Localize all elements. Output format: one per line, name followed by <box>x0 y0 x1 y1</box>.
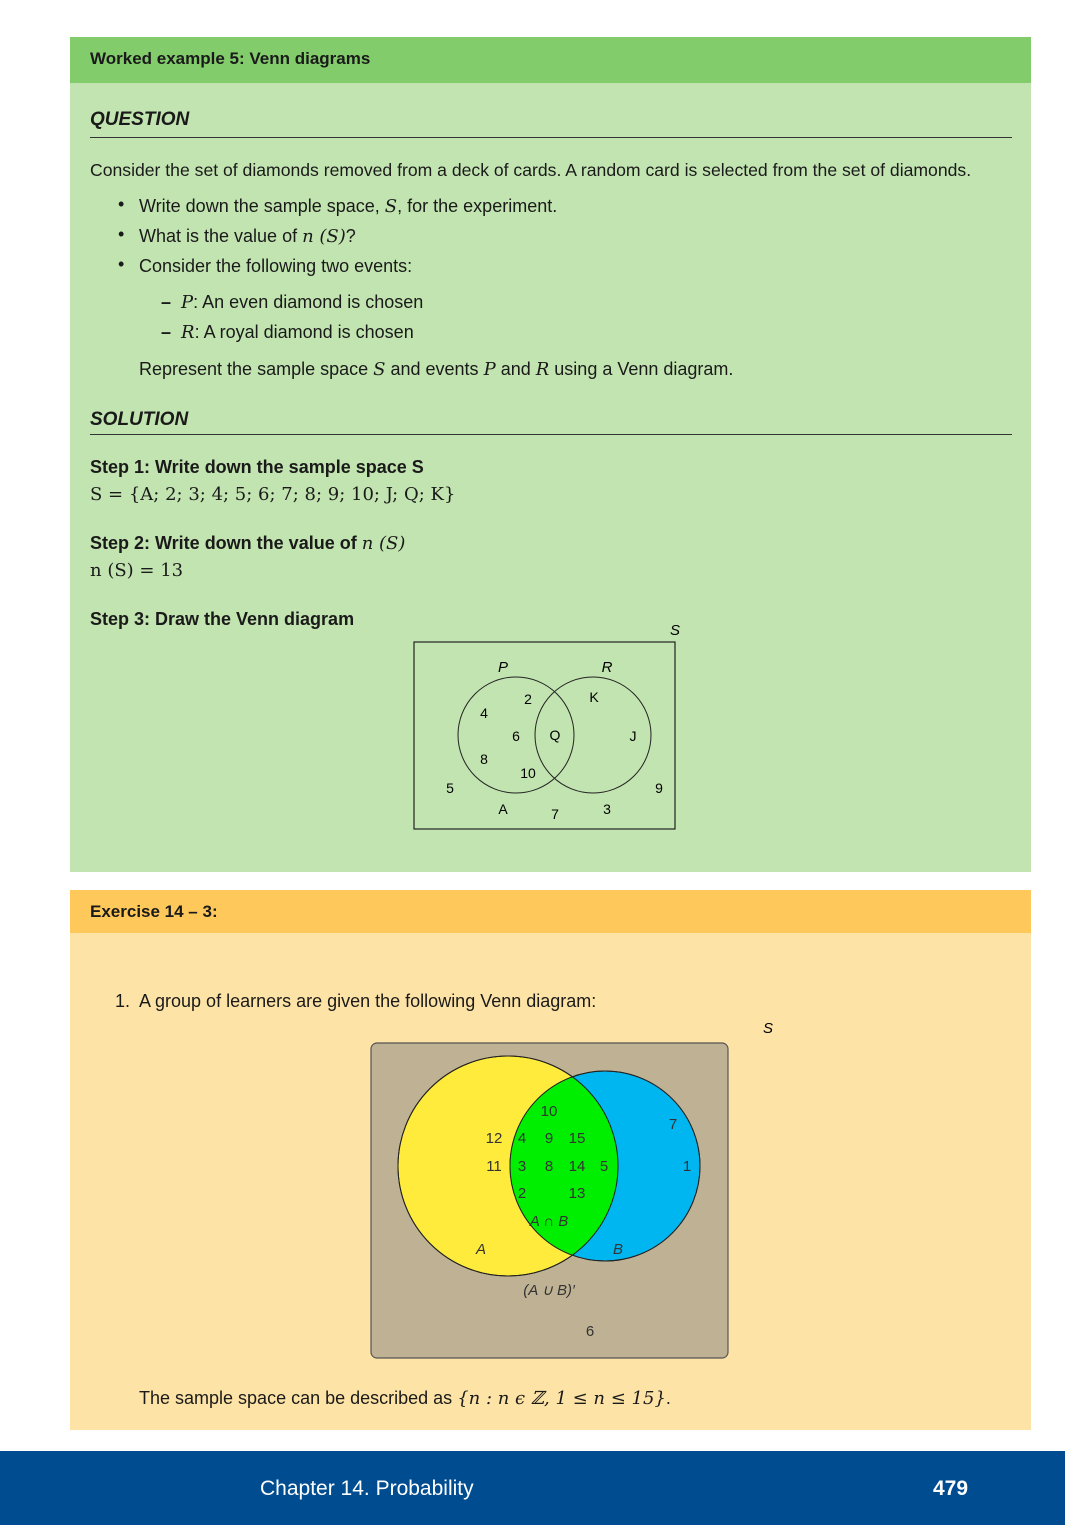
element: 5 <box>446 780 454 796</box>
set-label-a: A <box>475 1241 486 1258</box>
element: 4 <box>518 1130 526 1147</box>
element: 4 <box>480 705 488 721</box>
sub-bullet-2: – R: A royal diamond is chosen <box>161 322 414 343</box>
element: 10 <box>541 1103 558 1120</box>
element: 14 <box>569 1158 586 1175</box>
page-number: 479 <box>933 1477 969 1500</box>
step2-title: Step 2: Write down the value of n (S) <box>90 533 406 554</box>
step2-math: n (S) = 13 <box>90 560 184 581</box>
bullet-2: What is the value of n (S)? <box>139 226 356 247</box>
bullet-3: Consider the following two events: <box>139 256 413 276</box>
intersection-label: A ∩ B <box>529 1213 569 1230</box>
set-a-outline <box>397 1055 619 1277</box>
element: 9 <box>655 780 663 796</box>
step1-math: S = {A; 2; 3; 4; 5; 6; 7; 8; 9; 10; J; Q… <box>90 484 456 505</box>
set-p-circle <box>457 676 575 794</box>
element: 1 <box>683 1158 691 1175</box>
element: 9 <box>545 1130 553 1147</box>
complement-label: (A ∪ B)′ <box>523 1282 576 1299</box>
element: 7 <box>669 1116 677 1133</box>
solution-rule <box>90 434 1012 435</box>
universe-label: S <box>670 622 680 639</box>
page-footer <box>0 1451 1065 1525</box>
exercise-title: Exercise 14 – 3: <box>90 902 218 921</box>
question-heading: QUESTION <box>90 109 190 130</box>
element: 6 <box>586 1323 594 1340</box>
bullet-dot: • <box>118 194 125 214</box>
bullet-dot: • <box>118 224 125 244</box>
question-intro: Consider the set of diamonds removed fro… <box>90 160 972 180</box>
element: K <box>589 689 599 705</box>
sample-space-description: The sample space can be described as {n … <box>139 1388 671 1409</box>
set-label-p: P <box>498 659 508 676</box>
solution-heading: SOLUTION <box>90 409 189 430</box>
exercise-item-text: A group of learners are given the follow… <box>139 991 597 1011</box>
set-label-r: R <box>602 659 613 676</box>
question-rule <box>90 137 1012 138</box>
element: 6 <box>512 728 520 744</box>
set-r-circle <box>534 676 652 794</box>
element: 3 <box>603 801 611 817</box>
intersection-region <box>510 1071 618 1261</box>
bullet-1: Write down the sample space, S, for the … <box>139 196 558 217</box>
element: 3 <box>518 1158 526 1175</box>
element: J <box>630 728 637 744</box>
universe-label: S <box>763 1020 773 1037</box>
footer-chapter: Chapter 14. Probability <box>260 1477 474 1500</box>
element: 15 <box>569 1130 586 1147</box>
represent-instruction: Represent the sample space S and events … <box>139 359 734 380</box>
element: 5 <box>600 1158 608 1175</box>
venn-diagram-diamonds: S P R 2 4 6 8 10 Q K J 5 A 7 3 9 <box>413 622 680 830</box>
element: 7 <box>551 806 559 822</box>
bullet-dot: • <box>118 254 125 274</box>
set-b-outline <box>509 1070 701 1262</box>
element: 8 <box>480 751 488 767</box>
element: 8 <box>545 1158 553 1175</box>
step1-title: Step 1: Write down the sample space S <box>90 457 424 477</box>
element: Q <box>550 727 561 743</box>
element: 2 <box>518 1185 526 1202</box>
element: A <box>498 801 508 817</box>
worked-example-title: Worked example 5: Venn diagrams <box>90 49 371 68</box>
worked-example-body <box>70 83 1031 872</box>
exercise-header <box>70 890 1031 933</box>
element: 2 <box>524 691 532 707</box>
element: 13 <box>569 1185 586 1202</box>
element: 10 <box>520 765 536 781</box>
venn-diagram-exercise: S 10 12 4 9 15 11 3 8 14 5 2 13 7 1 6 A … <box>370 1020 773 1359</box>
element: 12 <box>486 1130 503 1147</box>
exercise-item-number: 1. <box>115 991 131 1011</box>
universe-box <box>413 641 676 830</box>
step3-title: Step 3: Draw the Venn diagram <box>90 609 355 629</box>
element: 11 <box>486 1158 502 1175</box>
set-label-b: B <box>613 1241 623 1258</box>
worked-example-header <box>70 37 1031 83</box>
sub-bullet-1: – P: An even diamond is chosen <box>161 292 424 313</box>
